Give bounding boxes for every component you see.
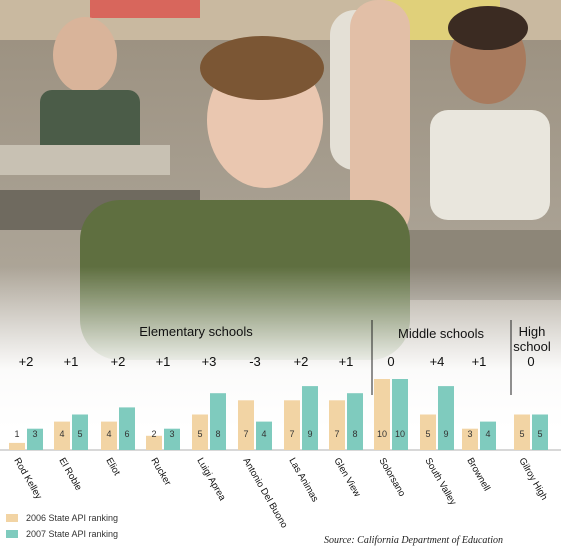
bar-2006-0: [9, 442, 25, 450]
bar-2006-9: [420, 414, 436, 450]
category-label-1: El Roble: [56, 456, 83, 493]
legend-2006-label: 2006 State API ranking: [26, 513, 119, 523]
category-label-4: Luigi Aprea: [194, 456, 228, 503]
legend-2007-swatch: [6, 530, 18, 538]
value-label-2006-10: 3: [467, 429, 472, 439]
value-label-2006-0: 1: [14, 429, 19, 439]
change-label-10: +1: [472, 354, 487, 369]
change-label-8: 0: [387, 354, 394, 369]
bar-2006-6: [284, 400, 300, 450]
value-label-2006-4: 5: [197, 429, 202, 439]
change-label-1: +1: [64, 354, 79, 369]
bar-2007-7: [347, 393, 363, 450]
value-label-2006-1: 4: [59, 429, 64, 439]
value-label-2006-8: 10: [377, 429, 387, 439]
bar-2006-4: [192, 414, 208, 450]
legend-2007: 2007 State API ranking: [6, 529, 118, 539]
value-label-2006-9: 5: [425, 429, 430, 439]
value-label-2006-6: 7: [289, 429, 294, 439]
category-label-6: Las Animas: [286, 456, 320, 504]
value-label-2007-10: 4: [485, 429, 490, 439]
group-label-2: High school: [513, 324, 551, 354]
bar-2006-3: [146, 435, 162, 450]
change-label-4: +3: [202, 354, 217, 369]
bar-2007-9: [438, 386, 454, 450]
value-label-2007-8: 10: [395, 429, 405, 439]
category-label-5: Antonio Del Buono: [240, 456, 289, 530]
value-label-2006-7: 7: [334, 429, 339, 439]
value-label-2006-11: 5: [519, 429, 524, 439]
bar-2006-2: [101, 421, 117, 450]
bar-2006-11: [514, 414, 530, 450]
group-label-0: Elementary schools: [139, 324, 253, 339]
bar-2006-7: [329, 400, 345, 450]
change-label-2: +2: [111, 354, 126, 369]
bar-2007-6: [302, 386, 318, 450]
value-label-2007-3: 3: [169, 429, 174, 439]
change-label-11: 0: [527, 354, 534, 369]
category-label-0: Rod Kelley: [11, 456, 44, 502]
change-label-0: +2: [19, 354, 34, 369]
group-label-1: Middle schools: [398, 326, 484, 341]
category-label-2: Eliot: [103, 456, 122, 478]
category-label-9: South Valley: [422, 456, 458, 507]
value-label-2007-4: 8: [215, 429, 220, 439]
value-label-2006-2: 4: [106, 429, 111, 439]
legend-2006-swatch: [6, 514, 18, 522]
category-label-7: Glen View: [331, 456, 362, 499]
bar-2007-4: [210, 393, 226, 450]
category-label-11: Gilroy High: [516, 456, 549, 502]
category-label-8: Solorsano: [376, 456, 407, 499]
value-label-2006-5: 7: [243, 429, 248, 439]
change-label-3: +1: [156, 354, 171, 369]
value-label-2007-5: 4: [261, 429, 266, 439]
bar-2007-3: [164, 428, 180, 450]
legend-2006: 2006 State API ranking: [6, 513, 118, 523]
source-note: Source: California Department of Educati…: [323, 535, 503, 546]
change-label-7: +1: [339, 354, 354, 369]
value-label-2007-7: 8: [352, 429, 357, 439]
value-label-2007-2: 6: [124, 429, 129, 439]
bar-2006-10: [462, 428, 478, 450]
value-label-2007-6: 9: [307, 429, 312, 439]
bar-2007-2: [119, 407, 135, 450]
change-label-6: +2: [294, 354, 309, 369]
bar-2007-5: [256, 421, 272, 450]
category-label-3: Rucker: [148, 456, 173, 488]
value-label-2006-3: 2: [151, 429, 156, 439]
classroom-photo: [0, 0, 561, 430]
value-label-2007-1: 5: [77, 429, 82, 439]
bar-2007-11: [532, 414, 548, 450]
value-label-2007-9: 9: [443, 429, 448, 439]
category-label-10: Brownell: [464, 456, 492, 493]
value-label-2007-0: 3: [32, 429, 37, 439]
bar-2006-8: [374, 379, 390, 450]
bar-2006-1: [54, 421, 70, 450]
legend-2007-label: 2007 State API ranking: [26, 529, 119, 539]
bar-2007-1: [72, 414, 88, 450]
bar-2007-0: [27, 428, 43, 450]
change-label-5: -3: [249, 354, 261, 369]
bar-2007-10: [480, 421, 496, 450]
change-label-9: +4: [430, 354, 445, 369]
bar-2007-8: [392, 379, 408, 450]
bar-2006-5: [238, 400, 254, 450]
value-label-2007-11: 5: [537, 429, 542, 439]
